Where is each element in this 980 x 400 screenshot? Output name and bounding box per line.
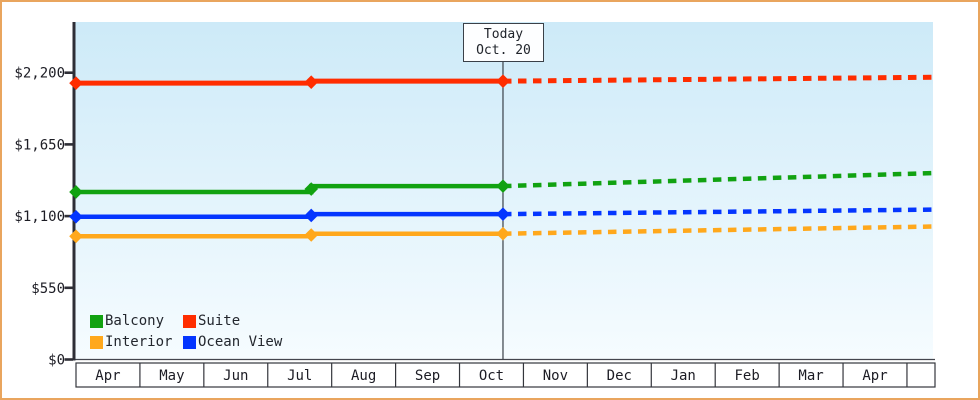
legend-swatch-balcony <box>90 314 103 328</box>
legend-item: Interior <box>90 334 183 350</box>
legend-swatch-ocean-view <box>183 335 196 349</box>
today-label-box: Today Oct. 20 <box>463 23 544 62</box>
series-marker-ocean-view <box>69 209 83 224</box>
series-marker-interior <box>69 229 83 244</box>
legend-label: Interior <box>105 334 173 350</box>
y-axis-tick-label: $0 <box>48 353 65 369</box>
series-marker-balcony <box>69 185 83 199</box>
series-marker-ocean-view <box>496 207 510 221</box>
y-axis-tick-label: $2,200 <box>14 66 65 82</box>
month-cell-label: Aug <box>351 368 376 384</box>
legend-label: Ocean View <box>198 334 283 350</box>
legend-item: Ocean View <box>183 334 282 350</box>
series-marker-suite <box>496 74 510 88</box>
series-marker-suite <box>69 76 83 90</box>
series-line-interior <box>76 231 503 239</box>
today-label-line2: Oct. 20 <box>476 42 531 58</box>
series-marker-interior <box>304 228 319 242</box>
month-cell-label: Jun <box>223 368 248 384</box>
legend-item: Suite <box>183 313 282 329</box>
month-strip <box>75 362 936 388</box>
y-axis-tick-label: $1,650 <box>14 137 65 153</box>
month-cell-label: Mar <box>798 368 823 384</box>
series-forecast-suite <box>502 74 934 84</box>
month-cell-label: Sep <box>415 368 440 384</box>
legend-item: Balcony <box>90 313 183 329</box>
legend-swatch-suite <box>183 314 196 328</box>
month-cell-label: Jan <box>671 368 696 384</box>
series-line-suite <box>76 78 503 86</box>
month-cell-label: May <box>159 368 184 384</box>
y-axis-tick-label: $550 <box>31 281 65 297</box>
series-marker-interior <box>496 226 510 241</box>
series-line-ocean-view <box>76 211 503 220</box>
legend-label: Balcony <box>105 313 165 329</box>
series-marker-suite <box>304 75 319 89</box>
month-cell-label: Feb <box>735 368 760 384</box>
month-cell-label: Jul <box>287 368 312 384</box>
series-forecast-interior <box>502 224 934 236</box>
series-marker-balcony <box>496 179 510 193</box>
series-forecast-balcony <box>502 170 934 189</box>
month-cell-label: Nov <box>543 368 568 384</box>
series-forecast-ocean-view <box>502 207 934 217</box>
series-marker-ocean-view <box>304 208 319 223</box>
month-cell-label: Oct <box>479 368 504 384</box>
series-marker-balcony <box>304 182 319 196</box>
legend-swatch-interior <box>90 335 103 349</box>
y-axis-tick-label: $1,100 <box>14 209 65 225</box>
legend: Balcony Suite Interior Ocean View <box>90 313 282 350</box>
today-label-line1: Today <box>483 26 524 42</box>
month-cell-label: Apr <box>862 368 887 384</box>
month-cell-label: Apr <box>95 368 120 384</box>
legend-label: Suite <box>198 313 241 329</box>
month-cell-label: Dec <box>607 368 632 384</box>
